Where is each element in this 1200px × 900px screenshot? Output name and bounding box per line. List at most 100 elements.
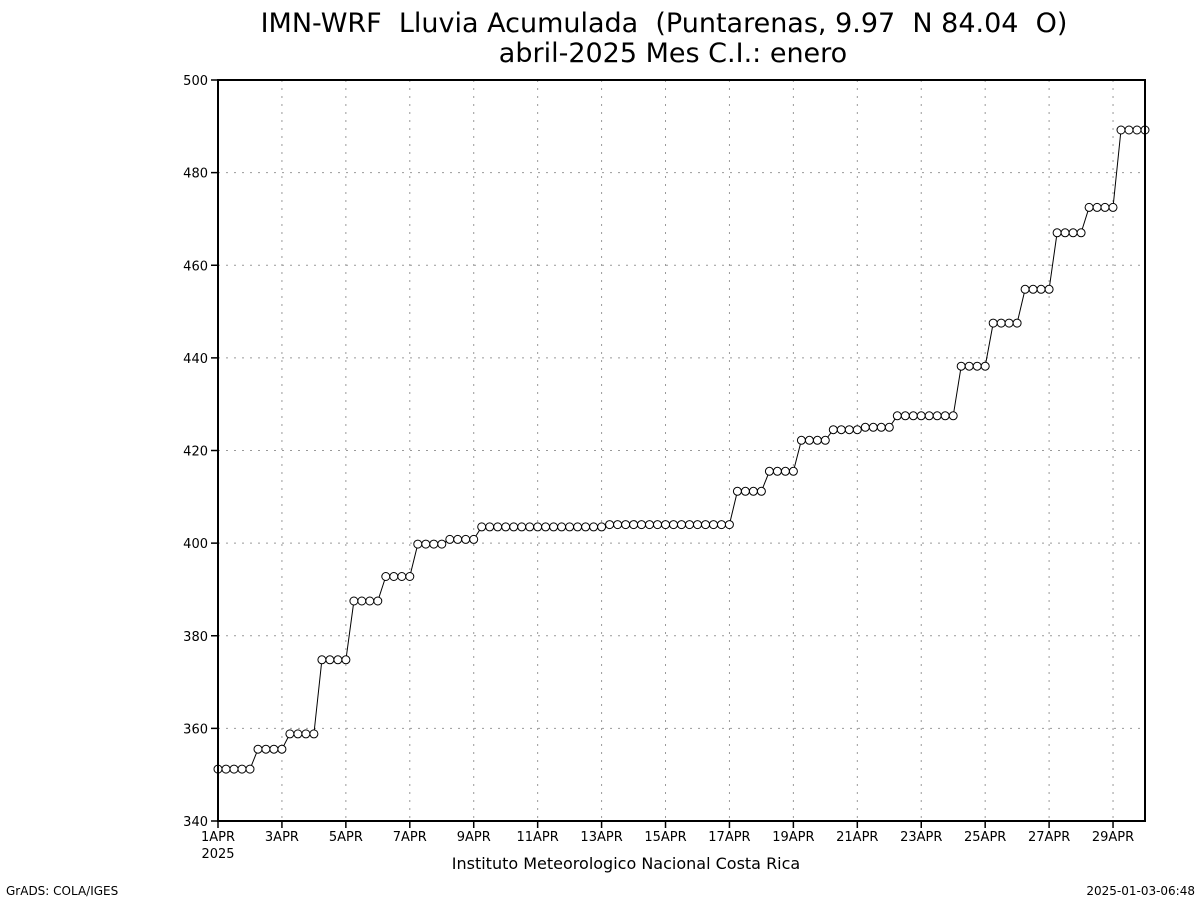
data-point xyxy=(461,534,471,544)
series-accumulated-rain xyxy=(213,125,1150,774)
data-point xyxy=(876,422,886,432)
y-tick-label: 340 xyxy=(183,815,208,830)
data-point xyxy=(820,435,830,445)
data-point xyxy=(573,522,583,532)
data-point xyxy=(333,655,343,665)
data-point xyxy=(1132,125,1142,135)
data-point xyxy=(1084,202,1094,212)
data-point xyxy=(669,520,678,530)
data-point xyxy=(445,534,455,544)
data-point xyxy=(884,422,894,432)
x-tick-label: 17APR xyxy=(708,830,750,845)
x-tick-label: 11APR xyxy=(516,830,558,845)
y-tick-label: 500 xyxy=(183,74,208,89)
data-point xyxy=(621,520,631,530)
data-point xyxy=(924,411,934,421)
data-point xyxy=(293,729,303,739)
data-point xyxy=(429,539,439,549)
data-point xyxy=(309,729,319,739)
data-point xyxy=(221,764,231,774)
data-point xyxy=(1076,228,1086,238)
data-point xyxy=(349,596,359,606)
x-tick-label: 29APR xyxy=(1092,830,1134,845)
data-point xyxy=(940,411,950,421)
x-axis-title: Instituto Meteorologico Nacional Costa R… xyxy=(452,854,800,873)
y-tick-label: 420 xyxy=(183,445,208,460)
data-point xyxy=(780,466,790,476)
data-point xyxy=(972,361,982,371)
data-point xyxy=(900,411,910,421)
chart-subtitle: abril-2025 Mes C.I.: enero xyxy=(499,38,847,69)
data-point xyxy=(748,486,758,496)
data-point xyxy=(868,422,878,432)
data-point xyxy=(397,572,407,581)
data-point xyxy=(892,411,902,421)
data-point xyxy=(589,522,599,532)
y-tick-label: 460 xyxy=(183,259,208,274)
y-axis: 340 360 380 400 420 440 460 480 500 xyxy=(183,74,218,830)
year-label: 2025 xyxy=(201,847,234,862)
x-tick-label: 13APR xyxy=(580,830,622,845)
plot-frame xyxy=(217,79,1146,822)
y-tick-label: 380 xyxy=(183,630,208,645)
data-point xyxy=(365,596,375,606)
data-point xyxy=(852,425,862,435)
data-point xyxy=(637,520,646,530)
data-point xyxy=(996,318,1006,328)
data-point xyxy=(1044,284,1054,294)
series-line xyxy=(218,129,1145,770)
grid xyxy=(218,80,1145,821)
x-tick-label: 3APR xyxy=(265,830,299,845)
data-point xyxy=(373,596,383,606)
data-point xyxy=(988,318,998,328)
data-point xyxy=(1020,284,1030,294)
data-point xyxy=(597,522,607,532)
data-point xyxy=(645,520,654,530)
data-point xyxy=(956,361,966,371)
data-point xyxy=(836,425,846,435)
data-point xyxy=(1060,228,1070,238)
data-point xyxy=(756,486,766,496)
data-point xyxy=(1028,284,1038,294)
data-point xyxy=(469,534,479,544)
x-tick-label: 9APR xyxy=(457,830,491,845)
data-point xyxy=(613,520,623,530)
data-point xyxy=(453,534,463,544)
x-tick-label: 21APR xyxy=(836,830,878,845)
data-point xyxy=(1068,228,1078,238)
data-point xyxy=(717,520,726,530)
data-point xyxy=(269,744,279,754)
data-point xyxy=(413,539,423,549)
data-point xyxy=(557,522,567,532)
data-point xyxy=(509,522,519,532)
data-point xyxy=(724,520,734,530)
data-point xyxy=(653,520,662,530)
data-point xyxy=(916,411,926,421)
data-point xyxy=(828,425,838,435)
data-point xyxy=(980,361,990,371)
data-point xyxy=(517,522,527,532)
data-point xyxy=(549,522,559,532)
data-point xyxy=(237,764,247,774)
x-tick-label: 27APR xyxy=(1028,830,1070,845)
data-point xyxy=(581,522,591,532)
footer-left: GrADS: COLA/IGES xyxy=(6,884,118,898)
data-point xyxy=(932,411,942,421)
data-point xyxy=(525,522,535,532)
data-point xyxy=(1100,202,1110,212)
data-point xyxy=(229,764,239,774)
data-point xyxy=(661,520,670,530)
data-point xyxy=(381,572,391,581)
data-point xyxy=(533,522,543,532)
data-point xyxy=(908,411,918,421)
data-point xyxy=(772,466,782,476)
data-point xyxy=(844,425,854,435)
data-point xyxy=(437,539,447,549)
y-tick-label: 480 xyxy=(183,167,208,182)
data-point xyxy=(605,520,615,530)
data-point xyxy=(796,435,806,445)
y-tick-label: 400 xyxy=(183,537,208,552)
data-point xyxy=(860,422,870,432)
x-tick-label: 25APR xyxy=(964,830,1006,845)
data-point xyxy=(501,522,511,532)
